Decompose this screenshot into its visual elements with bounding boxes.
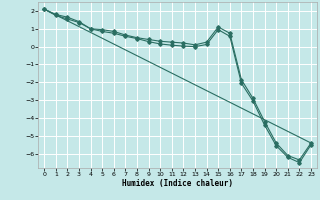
X-axis label: Humidex (Indice chaleur): Humidex (Indice chaleur) (122, 179, 233, 188)
